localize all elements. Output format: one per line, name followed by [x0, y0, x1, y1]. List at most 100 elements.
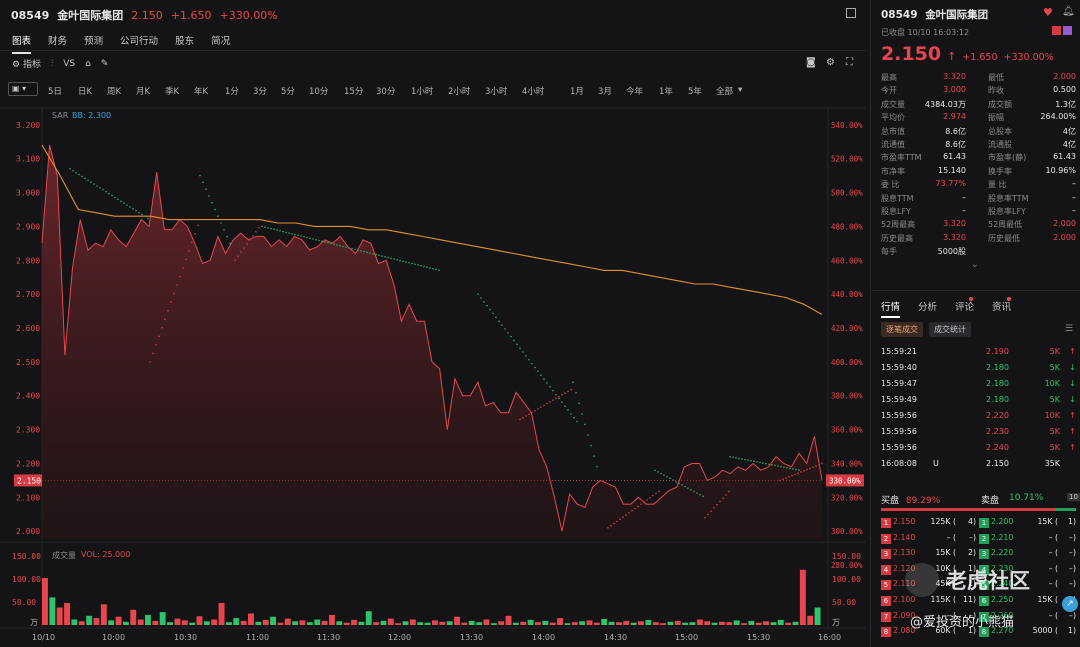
depth-level[interactable]: 10 — [1067, 493, 1080, 501]
bell-icon[interactable]: 🔔︎ — [1062, 6, 1075, 17]
tab-comments[interactable]: 评论 — [955, 302, 975, 313]
price-change-pct: +330.00% — [219, 8, 278, 22]
sar-dot — [561, 401, 563, 404]
tab-shareholders[interactable]: 股东 — [175, 36, 195, 47]
sar-dot — [783, 466, 785, 468]
sar-dot — [782, 478, 784, 481]
sar-dot — [786, 466, 788, 469]
sar-dot — [185, 258, 187, 261]
volume-bar — [733, 620, 740, 625]
sar-dot — [188, 250, 190, 252]
sar-dot — [528, 413, 530, 415]
sar-dot — [640, 503, 642, 505]
volume-bar — [490, 623, 497, 625]
subtab-trade-stats[interactable]: 成交统计 — [929, 322, 971, 337]
period-7[interactable]: 3分 — [253, 87, 267, 97]
sar-dot — [510, 335, 512, 338]
sar-dot — [567, 409, 569, 411]
volume-bar — [799, 569, 806, 625]
volume-bar — [741, 623, 747, 625]
pct-tick: 300.00% — [831, 527, 863, 536]
candle-type-icon[interactable]: ⫶ — [50, 58, 54, 69]
volume-bar — [601, 619, 608, 625]
tab-financials[interactable]: 财务 — [48, 36, 68, 47]
period-11[interactable]: 30分 — [376, 87, 396, 97]
tab-forecast[interactable]: 预测 — [84, 36, 104, 47]
period-9[interactable]: 10分 — [309, 87, 329, 97]
share-icon[interactable]: ↗ — [1062, 596, 1078, 612]
collapse-chevron-icon[interactable]: ⌄ — [971, 260, 979, 270]
favorite-heart-icon[interactable]: ♥ — [1043, 6, 1053, 19]
period-13[interactable]: 2小时 — [448, 87, 471, 97]
period-6[interactable]: 1分 — [225, 87, 239, 97]
period-16[interactable]: 1月 — [570, 87, 584, 97]
period-8[interactable]: 5分 — [281, 87, 295, 97]
sar-dot — [552, 389, 554, 392]
sar-dot — [492, 312, 494, 315]
period-12[interactable]: 1小时 — [411, 87, 434, 97]
quote-price: 2.150 — [881, 43, 942, 65]
tab-analysis[interactable]: 分析 — [918, 302, 938, 313]
layout-select[interactable]: ▣ ▾ — [8, 82, 38, 96]
fullscreen-icon[interactable]: ⛶ — [846, 57, 853, 68]
period-5[interactable]: 年K — [194, 87, 209, 97]
period-0[interactable]: 5日 — [48, 87, 62, 97]
orderbook-row: 7 2.090– (–) 7 2.260– (–) — [881, 611, 1076, 625]
volume-bar — [137, 619, 144, 625]
sar-dot — [197, 224, 199, 227]
price-chart[interactable]: 3.200 3.100 3.000 2.900 2.800 2.700 2.600 2.500… — [0, 0, 866, 647]
volume-bar — [579, 621, 586, 625]
pct-marker — [826, 474, 864, 487]
camera-icon[interactable]: ◙ — [806, 57, 816, 68]
indicator-button[interactable]: ⚙ 指标 — [12, 60, 41, 70]
volume-bar — [86, 615, 93, 625]
sar-dot — [429, 267, 431, 269]
subtab-tick-trades[interactable]: 逐笔成交 — [881, 322, 923, 337]
pen-icon[interactable]: ✎ — [100, 58, 109, 69]
volume-bar — [439, 621, 446, 625]
tab-chart[interactable]: 图表 — [12, 33, 32, 54]
tab-quotes[interactable]: 行情 — [881, 299, 901, 318]
period-15[interactable]: 4小时 — [522, 87, 545, 97]
period-19[interactable]: 1年 — [659, 87, 673, 97]
sar-dot — [384, 256, 386, 258]
period-10[interactable]: 15分 — [344, 87, 364, 97]
price-tick: 3.000 — [16, 189, 40, 198]
period-3[interactable]: 月K — [136, 87, 151, 97]
expand-panel-icon[interactable] — [846, 8, 856, 18]
period-2[interactable]: 周K — [107, 87, 122, 97]
sar-dot — [672, 479, 674, 481]
period-21[interactable]: 全部 — [716, 87, 734, 97]
volume-bar — [284, 618, 291, 625]
sar-dot — [543, 404, 545, 407]
volume-bar — [336, 621, 343, 625]
period-1[interactable]: 日K — [78, 87, 93, 97]
compare-button[interactable]: VS — [63, 58, 76, 69]
sar-dot — [369, 252, 371, 254]
sar-dot — [625, 514, 627, 516]
tab-corporate-actions[interactable]: 公司行动 — [120, 36, 159, 47]
period-14[interactable]: 3小时 — [485, 87, 508, 97]
sar-dot — [729, 455, 731, 458]
sar-dot — [732, 456, 734, 459]
settings-icon[interactable]: ⚙ — [826, 57, 835, 68]
sar-dot — [684, 485, 686, 488]
tab-profile[interactable]: 简况 — [211, 36, 231, 47]
draw-tool-icon[interactable]: ⌂ — [85, 58, 91, 69]
main-tabs: 图表 财务 预测 公司行动 股东 简况 — [12, 33, 247, 54]
sar-dot — [610, 524, 612, 527]
period-20[interactable]: 5年 — [688, 87, 702, 97]
volume-bar — [667, 621, 674, 625]
period-4[interactable]: 季K — [165, 87, 180, 97]
sar-dot — [675, 480, 677, 483]
sar-dot — [480, 297, 482, 299]
sar-dot — [202, 181, 204, 184]
tab-news[interactable]: 资讯 — [992, 302, 1012, 313]
sar-dot — [237, 255, 239, 257]
list-view-icon[interactable]: ☰ — [1065, 324, 1074, 334]
period-more-chevron-icon[interactable]: ▾ — [738, 85, 743, 95]
period-18[interactable]: 今年 — [626, 87, 644, 97]
sar-dot — [540, 406, 542, 408]
volume-bar — [483, 619, 490, 625]
period-17[interactable]: 3月 — [598, 87, 612, 97]
